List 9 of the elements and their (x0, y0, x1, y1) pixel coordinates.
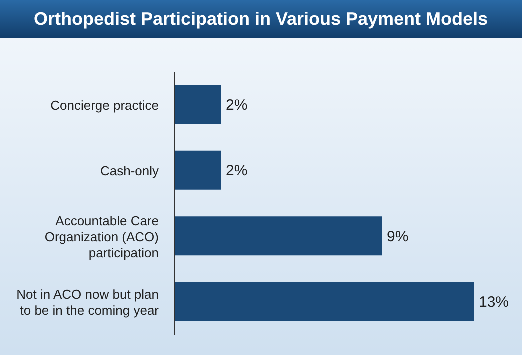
y-tick-label: Accountable Care Organization (ACO) participation (44, 212, 159, 260)
data-label: 13% (479, 294, 510, 312)
chart-title: Orthopedist Participation in Various Payment Models (0, 0, 522, 38)
data-label: 9% (387, 228, 409, 246)
data-label: 2% (226, 96, 248, 114)
data-label: 2% (226, 162, 248, 180)
y-tick-label: Concierge practice (50, 97, 159, 112)
y-tick-label: Not in ACO now but plan to be in the coming year (16, 286, 160, 318)
y-tick-label: Cash-only (100, 163, 160, 178)
